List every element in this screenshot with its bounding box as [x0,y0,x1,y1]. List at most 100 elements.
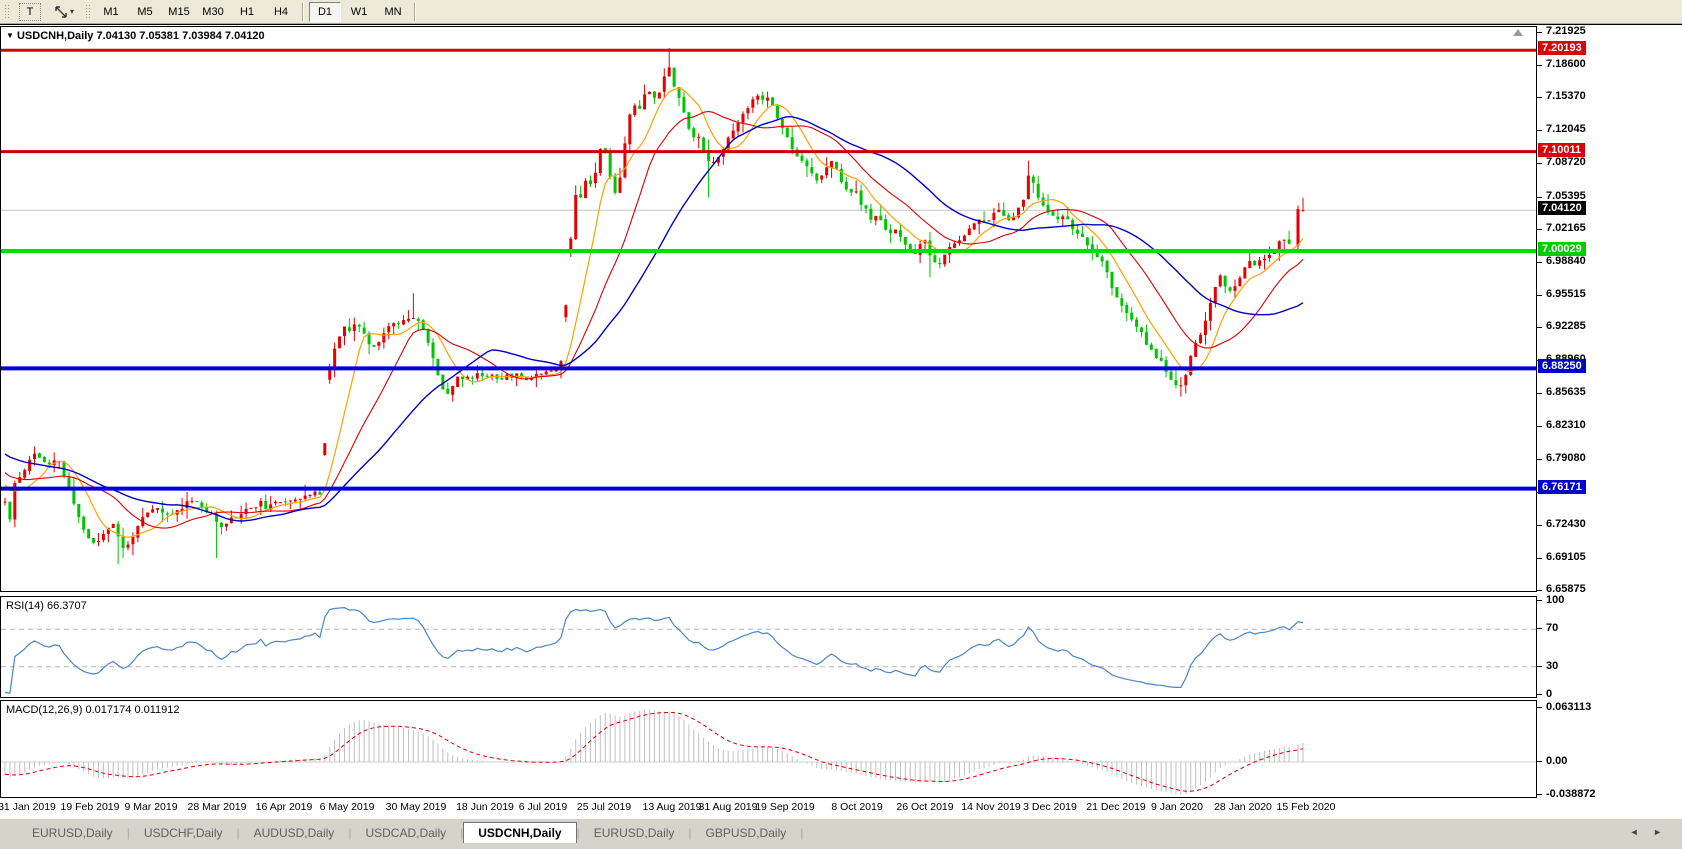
price-tick-label: 7.12045 [1546,123,1586,136]
date-label: 19 Sep 2019 [755,801,815,813]
text-label-tool-button[interactable]: T [14,2,46,22]
axis-tick [1537,761,1542,762]
timeframe-button-H1[interactable]: H1 [239,5,255,18]
tab-separator: | [576,826,580,840]
axis-tick [1537,393,1542,395]
price-tick-label: 6.85635 [1546,386,1586,399]
axis-tick [1537,458,1542,460]
tab-separator: | [460,826,464,840]
rsi-value: 66.3707 [46,600,87,612]
axis-tick [1537,294,1542,296]
chart-tab-eurusd-0[interactable]: EURUSD,Daily [32,826,113,840]
date-label: 3 Dec 2019 [1023,801,1077,813]
macd-title: MACD(12,26,9) 0.017174 0.011912 [6,704,180,716]
rsi-tick-label: 100 [1546,594,1565,606]
timeframe-button-M30[interactable]: M30 [202,5,224,18]
price-tick-label: 6.92285 [1546,320,1586,333]
axis-tick [1537,694,1542,695]
chevron-down-icon: ▾ [69,7,74,16]
price-level-badge: 7.04120 [1538,201,1586,216]
axis-tick [1537,707,1542,709]
timeframe-button-MN[interactable]: MN [384,5,402,18]
chart-ohlc-values: 7.04130 7.05381 7.03984 7.04120 [96,30,265,42]
price-tick-label: 6.69105 [1546,550,1586,563]
chart-window: ▼ USDCNH,Daily 7.04130 7.05381 7.03984 7… [0,24,1682,849]
timeframe-button-M5[interactable]: M5 [137,5,153,18]
timeframe-button-W1[interactable]: W1 [350,5,368,18]
date-label: 13 Aug 2019 [642,801,702,813]
date-label: 31 Jan 2019 [0,801,56,813]
price-tick-label: 6.72430 [1546,517,1586,530]
axis-tick [1537,628,1542,630]
price-axis[interactable]: 7.21925 7.18600 7.15370 7.12045 7.08720 7.053… [1537,25,1682,595]
date-label: 28 Jan 2020 [1214,801,1272,813]
timeframe-button-D1[interactable]: D1 [309,1,341,22]
axis-tick [1537,65,1542,67]
toolbar-grip[interactable] [85,3,90,20]
date-label: 6 Jul 2019 [518,801,568,813]
date-label: 6 May 2019 [319,801,375,813]
rsi-axis[interactable]: 100 70 30 0 [1537,594,1682,700]
timeframe-button-H4[interactable]: H4 [273,5,289,18]
price-tick-label: 7.18600 [1546,58,1586,71]
timeframe-button-M15[interactable]: M15 [168,5,190,18]
chart-tab-bar: EURUSD,Daily | USDCHF,Daily | AUDUSD,Daily | U… [0,818,1682,849]
tab-scroll-left-icon[interactable]: ◄ [1629,827,1645,837]
tab-scroll-right-icon[interactable]: ► [1653,827,1668,837]
date-label: 9 Mar 2019 [124,801,178,813]
axis-tick [1537,32,1542,33]
axis-tick [1537,600,1542,601]
chart-shift-marker[interactable] [1513,29,1523,36]
toolbar-separator [302,2,304,21]
toolbar-grip[interactable] [4,3,9,20]
rsi-tick-label: 0 [1546,688,1553,700]
chart-dropdown-icon[interactable]: ▼ [6,31,14,40]
date-label: 31 Aug 2019 [698,801,758,813]
macd-panel[interactable]: MACD(12,26,9) 0.017174 0.011912 [0,700,1537,798]
axis-tick [1537,665,1542,667]
axis-tick [1537,794,1542,796]
timeframe-toolbar: T ▾ M1 M5 M15 M30 H1 H4 D1 W1 MN [0,0,1682,24]
date-label: 8 Oct 2019 [831,801,883,813]
chart-tab-eurusd-5[interactable]: EURUSD,Daily [593,826,675,840]
price-level-badge: 7.00029 [1538,242,1586,257]
chart-tab-audusd-2[interactable]: AUDUSD,Daily [253,826,335,840]
price-level-badge: 7.20193 [1538,41,1586,56]
rsi-chart[interactable] [1,597,1536,697]
date-axis[interactable]: 31 Jan 2019 19 Feb 2019 9 Mar 2019 28 Mar 2… [0,798,1682,818]
date-label: 15 Feb 2020 [1276,801,1336,813]
macd-axis[interactable]: 0.063113 0.00 -0.038872 [1537,700,1682,800]
price-level-badge: 6.88250 [1538,359,1586,374]
axis-tick [1537,524,1542,526]
date-label: 25 Jul 2019 [576,801,632,813]
price-chart-panel[interactable]: ▼ USDCNH,Daily 7.04130 7.05381 7.03984 7… [0,26,1537,592]
timeframe-button-M1[interactable]: M1 [103,5,119,18]
pointer-tool-button[interactable]: ▾ [48,2,80,22]
price-tick-label: 7.08720 [1546,156,1586,169]
macd-chart[interactable] [1,701,1536,797]
tab-scroll-buttons: ◄ ► [1630,827,1668,837]
tab-separator: | [126,826,130,840]
chart-tab-usdchf-1[interactable]: USDCHF,Daily [143,826,223,840]
macd-tick-label: 0.00 [1546,755,1568,767]
price-tick-label: 6.95515 [1546,287,1586,300]
chart-tab-usdcnh-4[interactable]: USDCNH,Daily [463,822,577,843]
rsi-panel[interactable]: RSI(14) 66.3707 [0,596,1537,698]
chart-title: ▼ USDCNH,Daily 7.04130 7.05381 7.03984 7… [6,30,265,42]
tab-separator: | [348,826,352,840]
toolbar-separator [414,2,416,21]
chart-tab-usdcad-3[interactable]: USDCAD,Daily [365,826,447,840]
chart-symbol: USDCNH,Daily [16,30,94,42]
price-tick-label: 7.21925 [1546,25,1586,37]
text-tool-icon: T [19,2,41,21]
axis-tick [1537,196,1542,198]
tab-separator: | [800,826,804,840]
tab-separator: | [688,826,692,840]
price-tick-label: 6.98840 [1546,254,1586,267]
timeframe-buttons: M1 M5 M15 M30 H1 H4 D1 W1 MN [94,1,420,22]
date-label: 26 Oct 2019 [896,801,954,813]
macd-main-value: 0.017174 [85,704,132,716]
candlestick-chart[interactable] [1,27,1536,591]
macd-tick-label: 0.063113 [1546,701,1592,714]
chart-tab-gbpusd-6[interactable]: GBPUSD,Daily [705,826,787,840]
